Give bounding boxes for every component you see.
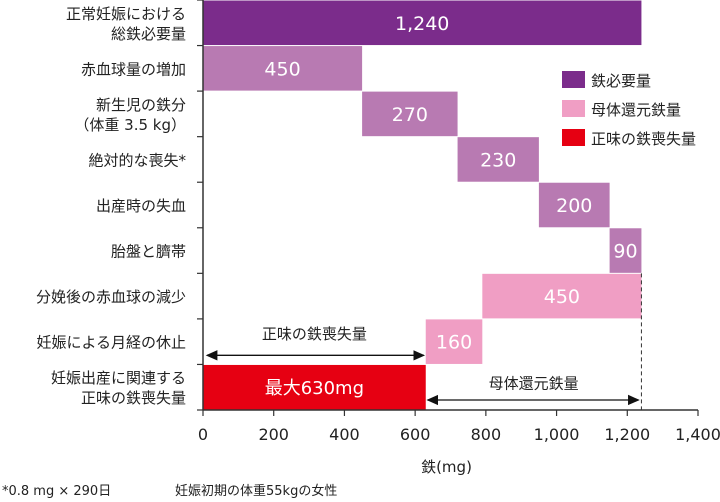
category-label: 総鉄必要量 xyxy=(111,25,186,43)
category-label: 新生児の鉄分 xyxy=(96,96,186,114)
x-tick-label: 200 xyxy=(258,425,289,444)
category-label: 分娩後の赤血球の減少 xyxy=(36,288,186,306)
bar xyxy=(538,182,610,228)
category-label: 正常妊娠における xyxy=(66,5,186,23)
legend-swatch xyxy=(562,129,585,146)
x-tick-label: 0 xyxy=(198,425,208,444)
bar xyxy=(425,319,483,364)
x-tick-label: 800 xyxy=(471,425,502,444)
bar xyxy=(203,364,426,410)
x-tick-label: 1,200 xyxy=(604,425,650,444)
legend-swatch xyxy=(562,71,585,88)
x-tick-label: 1,400 xyxy=(675,425,720,444)
category-label: 胎盤と臍帯 xyxy=(111,243,186,261)
legend-label: 正味の鉄喪失量 xyxy=(591,130,696,148)
category-label: 妊娠出産に関連する xyxy=(51,369,186,387)
category-label: 正味の鉄喪失量 xyxy=(81,389,186,407)
legend-label: 鉄必要量 xyxy=(591,72,651,90)
category-label: 絶対的な喪失* xyxy=(88,151,186,169)
bar xyxy=(203,0,642,46)
x-axis-label: 鉄(mg) xyxy=(421,458,472,476)
legend-swatch xyxy=(562,100,585,117)
category-label: 妊娠による月経の休止 xyxy=(36,334,186,352)
bar xyxy=(362,91,458,137)
footnote-right: 妊娠初期の体重55kgの女性 xyxy=(175,484,338,499)
category-label: （体重 3.5 kg） xyxy=(74,116,186,134)
footnote-left: *0.8 mg × 290日 xyxy=(2,484,112,499)
bar-value-label: 450 xyxy=(544,286,580,308)
bar xyxy=(609,228,642,273)
maternal-return-arrow-label: 母体還元鉄量 xyxy=(489,374,579,392)
bar xyxy=(482,273,642,319)
x-tick-label: 600 xyxy=(400,425,431,444)
bar-value-label: 230 xyxy=(480,149,516,171)
bar-value-label: 最大630mg xyxy=(265,378,364,399)
bar-value-label: 270 xyxy=(392,104,428,126)
bar xyxy=(203,46,363,91)
bar-value-label: 90 xyxy=(613,241,637,263)
x-tick-label: 1,000 xyxy=(534,425,580,444)
x-tick-label: 400 xyxy=(329,425,360,444)
net-loss-arrow-label: 正味の鉄喪失量 xyxy=(262,325,367,343)
bar xyxy=(457,137,539,182)
bar-value-label: 160 xyxy=(436,332,472,354)
bar-value-label: 200 xyxy=(556,195,592,217)
bar-value-label: 450 xyxy=(264,58,300,80)
category-label: 出産時の失血 xyxy=(96,197,186,215)
bar-value-label: 1,240 xyxy=(395,13,449,35)
category-label: 赤血球量の増加 xyxy=(81,60,186,78)
legend-label: 母体還元鉄量 xyxy=(591,101,681,119)
